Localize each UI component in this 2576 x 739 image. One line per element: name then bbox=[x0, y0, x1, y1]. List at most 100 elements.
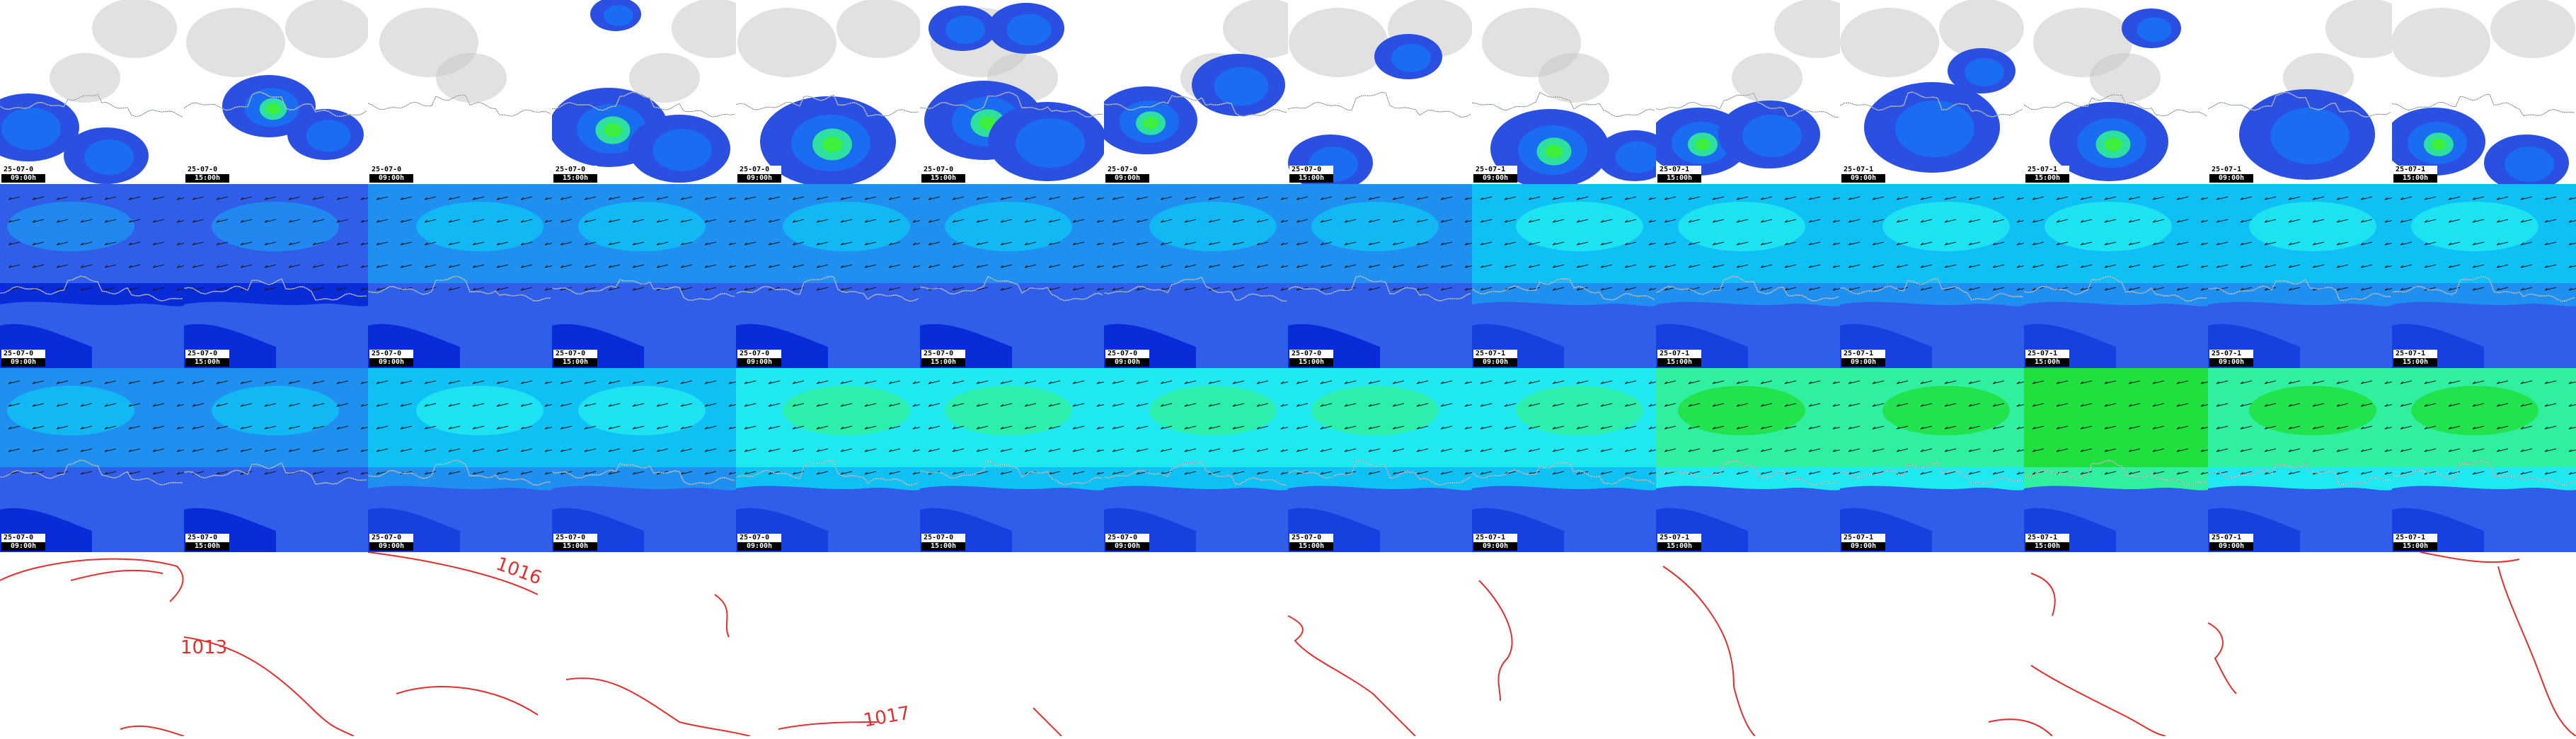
wind-high-map bbox=[736, 368, 920, 552]
forecast-time: 15:00h bbox=[1289, 174, 1333, 183]
forecast-time: 15:00h bbox=[185, 542, 229, 551]
wind-high-panel: 25-07-1 15:00h bbox=[1656, 368, 1840, 552]
timestamp-label: 25-07-0 09:00h bbox=[1, 350, 45, 367]
forecast-date: 25-07-1 bbox=[2212, 534, 2242, 542]
forecast-date: 25-07-1 bbox=[2028, 166, 2058, 173]
forecast-date: 25-07-0 bbox=[372, 350, 402, 357]
forecast-time: 15:00h bbox=[2025, 358, 2069, 367]
wind-low-map bbox=[2392, 184, 2576, 368]
forecast-time: 15:00h bbox=[921, 358, 965, 367]
forecast-time: 15:00h bbox=[185, 358, 229, 367]
forecast-time: 09:00h bbox=[737, 542, 781, 551]
wind-high-panel: 25-07-1 09:00h bbox=[2208, 368, 2392, 552]
forecast-time: 15:00h bbox=[2025, 542, 2069, 551]
wind-low-panel: 25-07-1 09:00h bbox=[1840, 184, 2024, 368]
wind-high-map bbox=[368, 368, 552, 552]
forecast-time: 09:00h bbox=[1473, 174, 1517, 183]
forecast-date: 25-07-1 bbox=[2396, 534, 2426, 542]
precipitation-panel: 25-07-1 15:00h bbox=[1656, 0, 1840, 184]
timestamp-label: 25-07-1 09:00h bbox=[1841, 350, 1885, 367]
precipitation-panel: 25-07-0 09:00h bbox=[0, 0, 184, 184]
precipitation-panel: 25-07-0 15:00h bbox=[920, 0, 1104, 184]
timestamp-label: 25-07-1 15:00h bbox=[2025, 166, 2069, 183]
forecast-date: 25-07-0 bbox=[556, 350, 586, 357]
precipitation-panel: 25-07-1 15:00h bbox=[2392, 0, 2576, 184]
timestamp-label: 25-07-0 15:00h bbox=[1289, 350, 1333, 367]
forecast-date: 25-07-0 bbox=[1292, 534, 1322, 542]
wind-low-map bbox=[368, 184, 552, 368]
forecast-time: 15:00h bbox=[921, 174, 965, 183]
forecast-time: 15:00h bbox=[2393, 174, 2437, 183]
timestamp-label: 25-07-0 09:00h bbox=[1105, 166, 1149, 183]
timestamp-label: 25-07-0 09:00h bbox=[369, 166, 413, 183]
precipitation-map bbox=[368, 0, 552, 184]
precipitation-panel: 25-07-0 15:00h bbox=[1288, 0, 1472, 184]
timestamp-label: 25-07-1 09:00h bbox=[1473, 534, 1517, 551]
forecast-date: 25-07-0 bbox=[556, 534, 586, 542]
forecast-time: 09:00h bbox=[2209, 542, 2253, 551]
forecast-date: 25-07-0 bbox=[372, 166, 402, 173]
timestamp-label: 25-07-0 15:00h bbox=[921, 350, 965, 367]
forecast-time: 09:00h bbox=[737, 358, 781, 367]
wind-low-map bbox=[2024, 184, 2208, 368]
forecast-time: 09:00h bbox=[2209, 358, 2253, 367]
forecast-date: 25-07-0 bbox=[1292, 350, 1322, 357]
precipitation-panel: 25-07-0 09:00h bbox=[1104, 0, 1288, 184]
forecast-time: 15:00h bbox=[185, 174, 229, 183]
precipitation-map bbox=[1104, 0, 1288, 184]
timestamp-label: 25-07-0 15:00h bbox=[553, 350, 597, 367]
precipitation-map bbox=[1288, 0, 1472, 184]
wind-high-map bbox=[1472, 368, 1656, 552]
forecast-date: 25-07-1 bbox=[2212, 350, 2242, 357]
wind-low-map bbox=[0, 184, 184, 368]
forecast-date: 25-07-1 bbox=[2028, 350, 2058, 357]
timestamp-label: 25-07-0 15:00h bbox=[185, 534, 229, 551]
wind-high-map bbox=[920, 368, 1104, 552]
precipitation-panel: 25-07-1 15:00h bbox=[2024, 0, 2208, 184]
timestamp-label: 25-07-0 09:00h bbox=[737, 350, 781, 367]
forecast-time: 15:00h bbox=[1657, 358, 1701, 367]
wind-high-panel: 25-07-0 15:00h bbox=[184, 368, 368, 552]
forecast-time: 15:00h bbox=[553, 174, 597, 183]
precipitation-map bbox=[552, 0, 736, 184]
forecast-time: 15:00h bbox=[921, 542, 965, 551]
forecast-date: 25-07-0 bbox=[4, 166, 34, 173]
forecast-date: 25-07-1 bbox=[1844, 350, 1874, 357]
wind-low-map bbox=[552, 184, 736, 368]
timestamp-label: 25-07-0 15:00h bbox=[921, 166, 965, 183]
forecast-time: 09:00h bbox=[1841, 358, 1885, 367]
forecast-date: 25-07-0 bbox=[188, 350, 218, 357]
wind-low-map bbox=[2208, 184, 2392, 368]
timestamp-label: 25-07-1 09:00h bbox=[1473, 166, 1517, 183]
timestamp-label: 25-07-1 15:00h bbox=[1657, 166, 1701, 183]
wind-low-panel: 25-07-0 09:00h bbox=[736, 184, 920, 368]
timestamp-label: 25-07-1 15:00h bbox=[2025, 534, 2069, 551]
wind-high-panel: 25-07-0 09:00h bbox=[368, 368, 552, 552]
wind-low-map bbox=[1104, 184, 1288, 368]
wind-low-map bbox=[920, 184, 1104, 368]
forecast-time: 09:00h bbox=[1473, 542, 1517, 551]
forecast-time: 15:00h bbox=[2025, 174, 2069, 183]
precipitation-map bbox=[184, 0, 368, 184]
isobar-label-1013: 1013 bbox=[180, 637, 228, 658]
wind-high-map bbox=[0, 368, 184, 552]
wind-high-panel: 25-07-1 09:00h bbox=[1840, 368, 2024, 552]
forecast-time: 09:00h bbox=[2209, 174, 2253, 183]
forecast-date: 25-07-0 bbox=[924, 534, 954, 542]
forecast-time: 09:00h bbox=[1105, 174, 1149, 183]
forecast-date: 25-07-0 bbox=[924, 166, 954, 173]
forecast-time: 09:00h bbox=[1841, 542, 1885, 551]
timestamp-label: 25-07-0 09:00h bbox=[1105, 350, 1149, 367]
forecast-time: 09:00h bbox=[1, 358, 45, 367]
timestamp-label: 25-07-0 15:00h bbox=[185, 350, 229, 367]
wind-low-map bbox=[1656, 184, 1840, 368]
forecast-date: 25-07-0 bbox=[1108, 534, 1138, 542]
forecast-date: 25-07-0 bbox=[556, 166, 586, 173]
wind-low-panel: 25-07-1 09:00h bbox=[1472, 184, 1656, 368]
forecast-date: 25-07-1 bbox=[1476, 534, 1506, 542]
precipitation-map bbox=[2208, 0, 2392, 184]
precipitation-panel: 25-07-1 09:00h bbox=[1472, 0, 1656, 184]
forecast-date: 25-07-0 bbox=[188, 534, 218, 542]
forecast-panel-grid: 25-07-0 09:00h 25-07-0 15:00h 25-07-0 09:00h 2… bbox=[0, 0, 2576, 552]
timestamp-label: 25-07-1 15:00h bbox=[1657, 534, 1701, 551]
